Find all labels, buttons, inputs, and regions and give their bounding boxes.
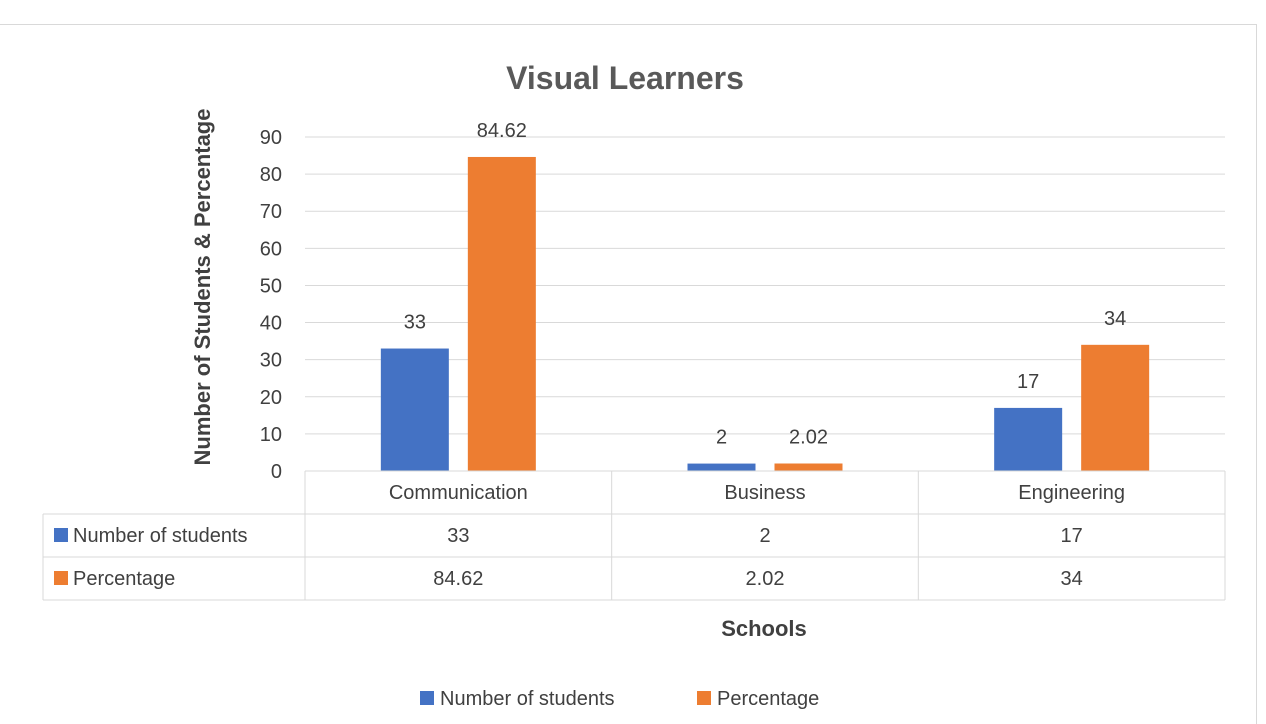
legend-key [420,691,434,705]
data-table: Communication Business Engineering Number o… [42,470,1226,601]
y-tick-label: 20 [260,387,282,409]
y-tick-label: 80 [260,164,282,186]
table-cell: 17 [1061,525,1083,547]
y-tick-label: 60 [260,238,282,260]
table-cell: 2 [759,525,770,547]
table-cell: 84.62 [433,568,483,590]
y-axis-label: Number of Students & Percentage [190,109,215,466]
bars [380,156,1150,472]
y-tick-label: 30 [260,350,282,372]
table-cell: 34 [1061,568,1083,590]
chart-frame [0,24,1257,724]
y-tick-label: 40 [260,313,282,335]
x-tick-label: Communication [389,482,528,504]
bar [774,463,843,471]
table-cell: 33 [447,525,469,547]
data-label: 33 [404,312,426,334]
y-tick-label: 90 [260,127,282,149]
x-tick-label: Engineering [1018,482,1125,504]
table-legend-key [54,528,68,542]
bar [467,156,536,472]
legend-key [697,691,711,705]
legend-label: Number of students [440,688,615,710]
data-label: 84.62 [477,120,527,142]
table-legend-key [54,571,68,585]
y-tick-label: 0 [271,461,282,483]
data-label: 34 [1104,308,1126,330]
bar [994,407,1063,471]
bar [1081,344,1150,471]
top-strip [0,0,1266,24]
y-tick-label: 70 [260,201,282,223]
table-row-label: Percentage [73,568,175,590]
data-label: 2 [716,427,727,449]
table-cell: 2.02 [746,568,785,590]
y-tick-labels: 0 10 20 30 40 50 60 70 80 90 [260,127,282,483]
bar [380,348,449,471]
legend-label: Percentage [717,688,819,710]
y-tick-label: 10 [260,424,282,446]
data-label: 17 [1017,371,1039,393]
x-tick-label: Business [724,482,805,504]
x-axis-label: Schools [721,616,807,641]
data-labels: 33 2 17 84.62 2.02 34 [404,120,1127,449]
data-label: 2.02 [789,427,828,449]
legend: Number of students Percentage [420,688,819,710]
y-tick-label: 50 [260,275,282,297]
table-row-label: Number of students [73,525,248,547]
bar [687,463,756,471]
chart-title: Visual Learners [506,60,744,96]
